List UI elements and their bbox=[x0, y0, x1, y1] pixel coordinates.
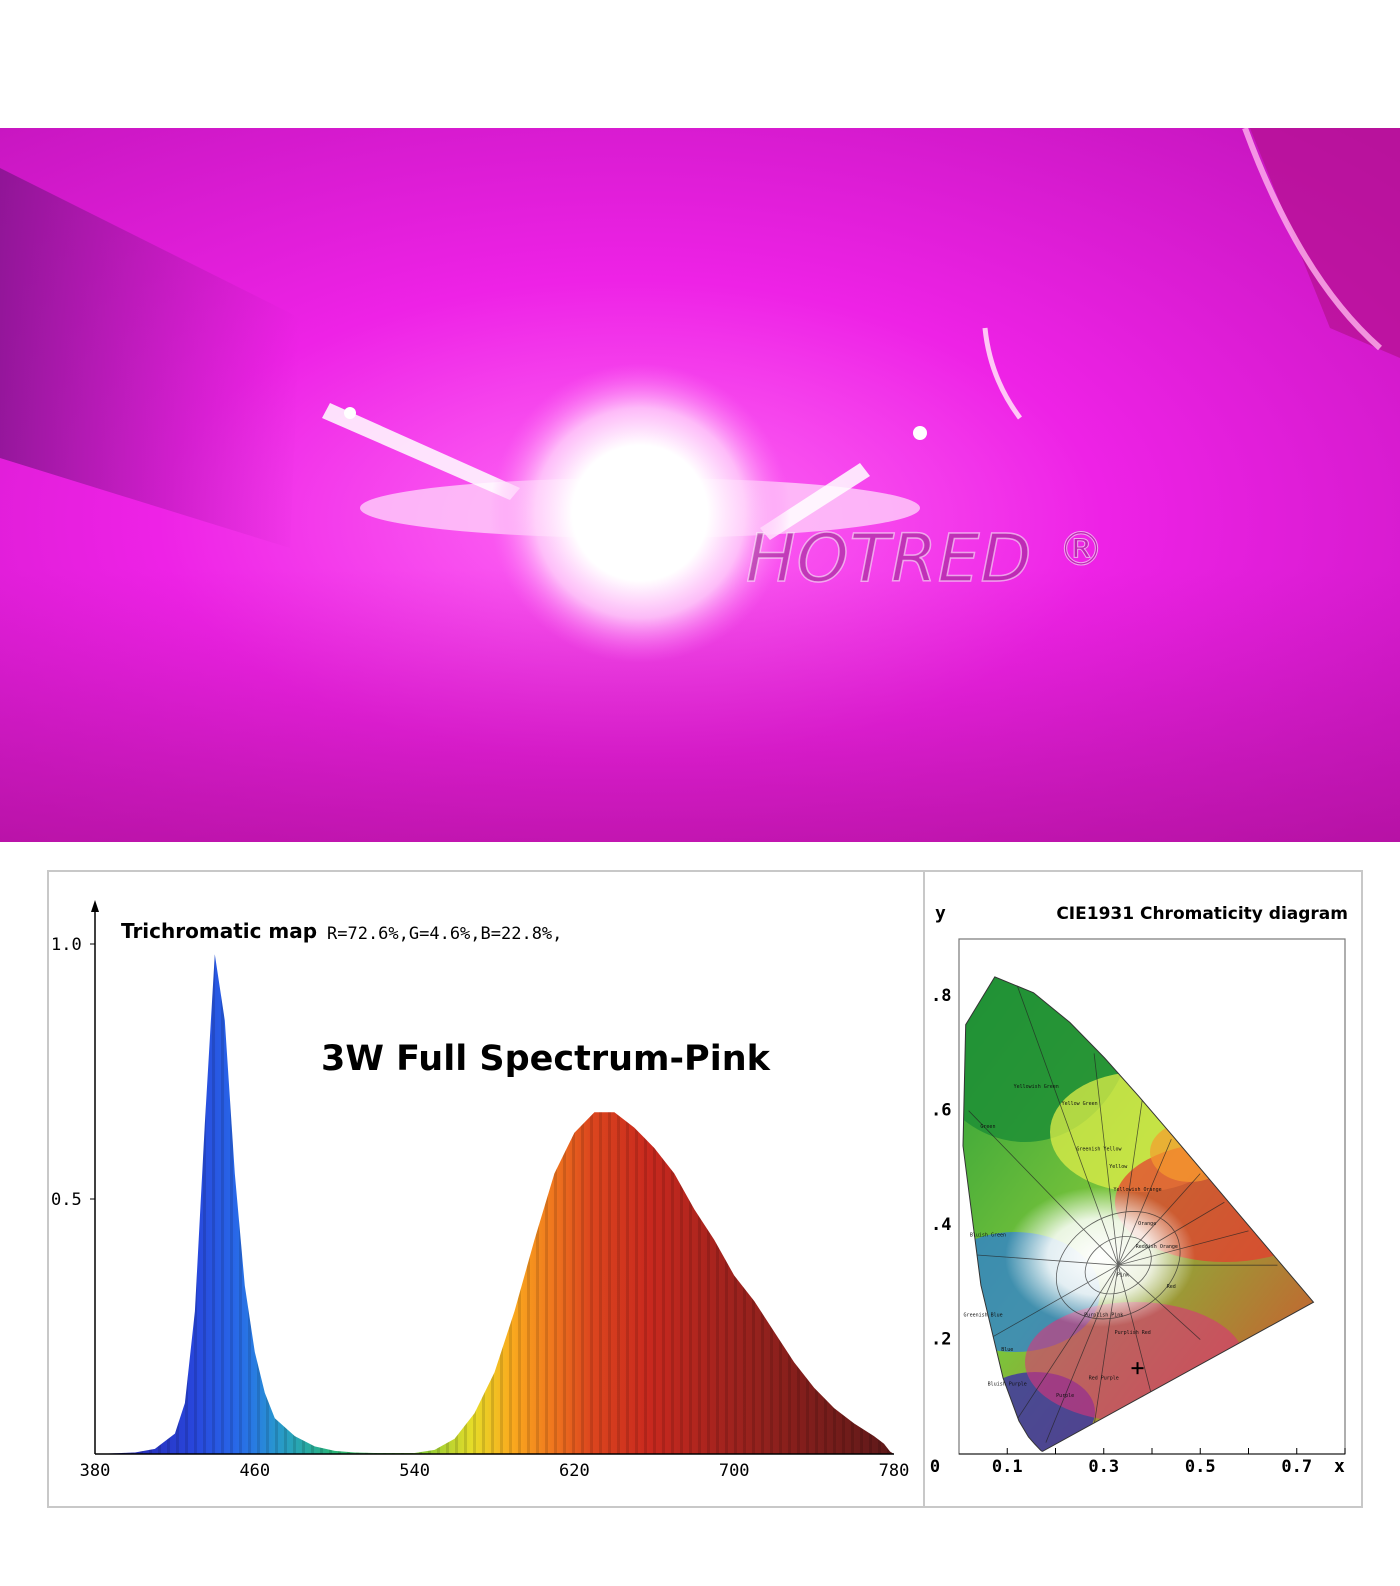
region-label: Reddish Orange bbox=[1136, 1244, 1178, 1250]
subtitle-values: R=72.6%,G=4.6%,B=22.8%, bbox=[327, 924, 562, 944]
region-label: Yellowish Orange bbox=[1113, 1187, 1161, 1193]
region-label: Red bbox=[1167, 1284, 1176, 1290]
x-tick-label: 0.5 bbox=[1185, 1457, 1216, 1477]
x-tick-label: 780 bbox=[879, 1461, 910, 1481]
cie-chart: Green Yellowish Green Yellow Green Greenish… bbox=[930, 903, 1348, 1477]
region-label: Greenish Yellow bbox=[1076, 1147, 1122, 1153]
subtitle-label: Trichromatic map bbox=[121, 919, 317, 943]
y-tick-label: .8 bbox=[931, 986, 951, 1006]
x-tick-label: 460 bbox=[239, 1461, 270, 1481]
product-photo: HOTRED ® bbox=[0, 128, 1400, 842]
region-label: Pink bbox=[1117, 1273, 1129, 1279]
spark bbox=[913, 426, 927, 440]
x-tick-label: 0.7 bbox=[1281, 1457, 1312, 1477]
y-axis-arrow bbox=[91, 900, 99, 912]
cie-chart-panel: Green Yellowish Green Yellow Green Greenish… bbox=[923, 870, 1363, 1508]
x-tick-label: 540 bbox=[399, 1461, 430, 1481]
spectrum-chart: 380 460 540 620 700 780 1.0 0.5 Trichromatic ma… bbox=[51, 900, 910, 1481]
region-label: Bluish Purple bbox=[988, 1381, 1027, 1387]
right-lens-edge bbox=[1242, 128, 1382, 351]
region-label: Greenish Blue bbox=[964, 1313, 1003, 1319]
spectrum-area bbox=[95, 954, 894, 1454]
chromaticity-gamut bbox=[963, 976, 1314, 1452]
registered-mark: ® bbox=[1058, 522, 1105, 577]
x-tick-label: 380 bbox=[80, 1461, 111, 1481]
y-tick-label: .6 bbox=[931, 1101, 951, 1121]
spark bbox=[344, 407, 356, 419]
region-label: Bluish Green bbox=[970, 1233, 1006, 1239]
brand-watermark: HOTRED bbox=[745, 519, 1033, 598]
spectral-locus bbox=[962, 976, 1315, 1452]
region-label: Yellow bbox=[1109, 1164, 1128, 1170]
y-tick-label: .2 bbox=[931, 1330, 951, 1350]
x-tick-label: 0.1 bbox=[992, 1457, 1023, 1477]
y-axis-label: y bbox=[935, 903, 946, 924]
x-axis-label: x bbox=[1334, 1456, 1345, 1477]
region-label: Blue bbox=[1001, 1347, 1013, 1353]
x-tick-label: 0.3 bbox=[1088, 1457, 1119, 1477]
measured-point bbox=[1131, 1362, 1144, 1375]
chart-title: 3W Full Spectrum-Pink bbox=[321, 1039, 771, 1079]
light-streak-left bbox=[322, 403, 520, 500]
chart-title: CIE1931 Chromaticity diagram bbox=[1056, 904, 1348, 924]
region-label: Orange bbox=[1138, 1221, 1156, 1227]
region-label: Yellowish Green bbox=[1014, 1084, 1059, 1090]
left-reflector bbox=[0, 168, 300, 548]
led-core bbox=[578, 451, 702, 575]
region-label: Green bbox=[980, 1124, 995, 1130]
right-reflector bbox=[1250, 128, 1400, 358]
region-label: Purplish Red bbox=[1115, 1330, 1151, 1336]
region-label: Purple bbox=[1056, 1393, 1074, 1399]
region-label: Purplish Pink bbox=[1084, 1313, 1123, 1319]
region-label: Red Purple bbox=[1089, 1376, 1119, 1382]
region-label: Yellow Green bbox=[1062, 1101, 1098, 1107]
x-tick-label: 0 bbox=[930, 1457, 940, 1477]
y-tick-label: 0.5 bbox=[51, 1190, 82, 1210]
x-tick-label: 700 bbox=[719, 1461, 750, 1481]
lens-arc bbox=[982, 327, 1023, 420]
spectrum-chart-panel: 380 460 540 620 700 780 1.0 0.5 Trichromatic ma… bbox=[47, 870, 925, 1508]
y-tick-label: 1.0 bbox=[51, 935, 82, 955]
y-tick-label: .4 bbox=[931, 1215, 951, 1235]
x-tick-label: 620 bbox=[559, 1461, 590, 1481]
